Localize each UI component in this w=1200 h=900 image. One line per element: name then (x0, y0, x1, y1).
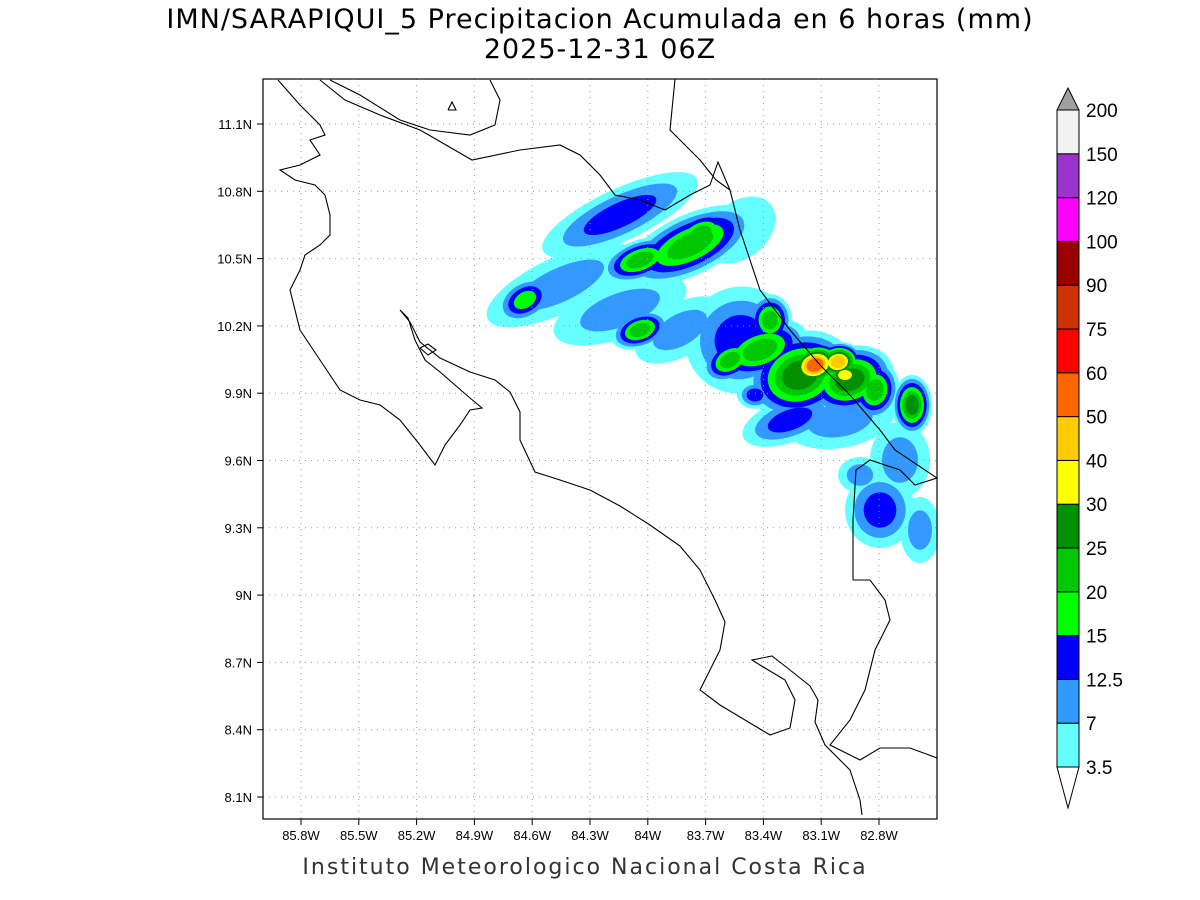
precip-contour (806, 358, 824, 372)
colorbar-swatch (1056, 197, 1080, 242)
lat-tick-label: 10.2N (217, 319, 252, 334)
colorbar-swatch (1056, 328, 1080, 374)
colorbar-swatch (1056, 459, 1080, 505)
lat-tick-label: 8.7N (225, 655, 252, 670)
axis-labels: 85.8W 85.5W 85.2W 84.9W 84.6W 84.3W 84W 83.7W 83… (217, 117, 898, 843)
map-frame (262, 78, 938, 820)
colorbar-swatch (1056, 109, 1080, 155)
pacific-coast (277, 79, 863, 816)
gulf-island (419, 343, 437, 356)
map-title: IMN/SARAPIQUI_5 Precipitacion Acumulada … (166, 4, 1034, 35)
colorbar-label: 15 (1086, 627, 1107, 648)
colorbar-label: 120 (1086, 189, 1118, 210)
colorbar-swatch (1056, 153, 1080, 199)
lat-tick-label: 8.1N (225, 790, 252, 805)
colorbar-over-arrow (1056, 86, 1080, 111)
map-subtitle: 2025-12-31 06Z (483, 34, 717, 65)
precip-contour (513, 290, 537, 310)
colorbar-under-arrow (1056, 766, 1080, 810)
colorbar-swatch (1056, 635, 1080, 680)
caribbean-coast (669, 79, 937, 479)
lon-tick-label: 85.8W (282, 828, 320, 843)
colorbar-swatch (1056, 284, 1080, 330)
lat-tick-label: 10.8N (217, 184, 252, 199)
precip-contour (746, 388, 764, 402)
panama-border (852, 459, 937, 580)
lat-tick-label: 8.4N (225, 723, 252, 738)
colorbar-label: 90 (1086, 276, 1107, 297)
lat-tick-label: 10.5N (217, 252, 252, 267)
precip-contour (626, 251, 654, 269)
precip-contour (908, 510, 932, 550)
island-small (447, 100, 457, 111)
colorbar-swatch (1056, 591, 1080, 637)
precip-contour (652, 309, 708, 351)
precip-contour (719, 351, 741, 369)
lon-tick-label: 83.1W (802, 828, 840, 843)
lon-tick-label: 83.7W (687, 828, 725, 843)
lon-tick-label: 82.8W (860, 828, 898, 843)
precip-contour (838, 369, 852, 381)
lat-tick-label: 9N (235, 588, 252, 603)
lat-tick-label: 9.3N (225, 521, 252, 536)
precip-contour (762, 310, 778, 330)
precip-contour (863, 492, 897, 528)
colorbar-swatch (1056, 416, 1080, 461)
precip-contour (742, 338, 778, 362)
colorbar-swatch (1056, 547, 1080, 593)
colorbar-label: 25 (1086, 539, 1107, 560)
precip-contour (583, 194, 657, 236)
colorbar-swatch (1056, 240, 1080, 286)
colorbar-label: 60 (1086, 364, 1107, 385)
colorbar-swatch (1056, 372, 1080, 418)
precip-contour (688, 225, 712, 245)
nicaragua-border (319, 79, 731, 211)
precip-contour (878, 498, 892, 512)
colorbar-label: 100 (1086, 232, 1118, 253)
lon-tick-label: 84.9W (456, 828, 494, 843)
colorbar-label: 150 (1086, 145, 1118, 166)
lat-tick-label: 11.1N (218, 117, 252, 132)
colorbar-label: 3.5 (1086, 758, 1112, 779)
colorbar-label: 30 (1086, 495, 1107, 516)
lon-tick-label: 83.4W (745, 828, 783, 843)
colorbar-label: 200 (1086, 101, 1118, 122)
precip-contour (580, 288, 660, 332)
panama-coast (829, 579, 937, 761)
lat-tick-label: 9.6N (225, 454, 252, 469)
coastlines (277, 79, 937, 816)
lon-tick-label: 85.5W (340, 828, 378, 843)
colorbar-swatch (1056, 722, 1080, 768)
colorbar-label: 7 (1086, 714, 1097, 735)
precip-contour (905, 395, 919, 415)
colorbar-label: 40 (1086, 451, 1107, 472)
lon-tick-label: 84W (634, 828, 661, 843)
colorbar-label: 75 (1086, 320, 1107, 341)
colorbar-swatch (1056, 678, 1080, 724)
colorbar-label: 50 (1086, 408, 1107, 429)
grid-lines (263, 79, 937, 819)
precipitation-field (486, 172, 937, 563)
lon-tick-label: 85.2W (398, 828, 436, 843)
colorbar: 3.5 7 12.5 15 20 25 30 40 50 60 75 90 100 120 150 200 (1056, 86, 1123, 810)
lake-shore (329, 79, 501, 136)
lon-tick-label: 84.3W (571, 828, 609, 843)
colorbar-label: 20 (1086, 583, 1107, 604)
precip-contour (629, 322, 651, 338)
precip-contour (846, 464, 874, 486)
colorbar-label: 12.5 (1086, 670, 1123, 691)
precip-contour (830, 355, 846, 369)
lat-tick-label: 9.9N (225, 386, 252, 401)
lon-tick-label: 84.6W (513, 828, 551, 843)
precip-contour (767, 407, 813, 433)
colorbar-swatch (1056, 503, 1080, 549)
precip-contour (866, 379, 884, 401)
footer-credit: Instituto Meteorologico Nacional Costa R… (302, 855, 868, 880)
